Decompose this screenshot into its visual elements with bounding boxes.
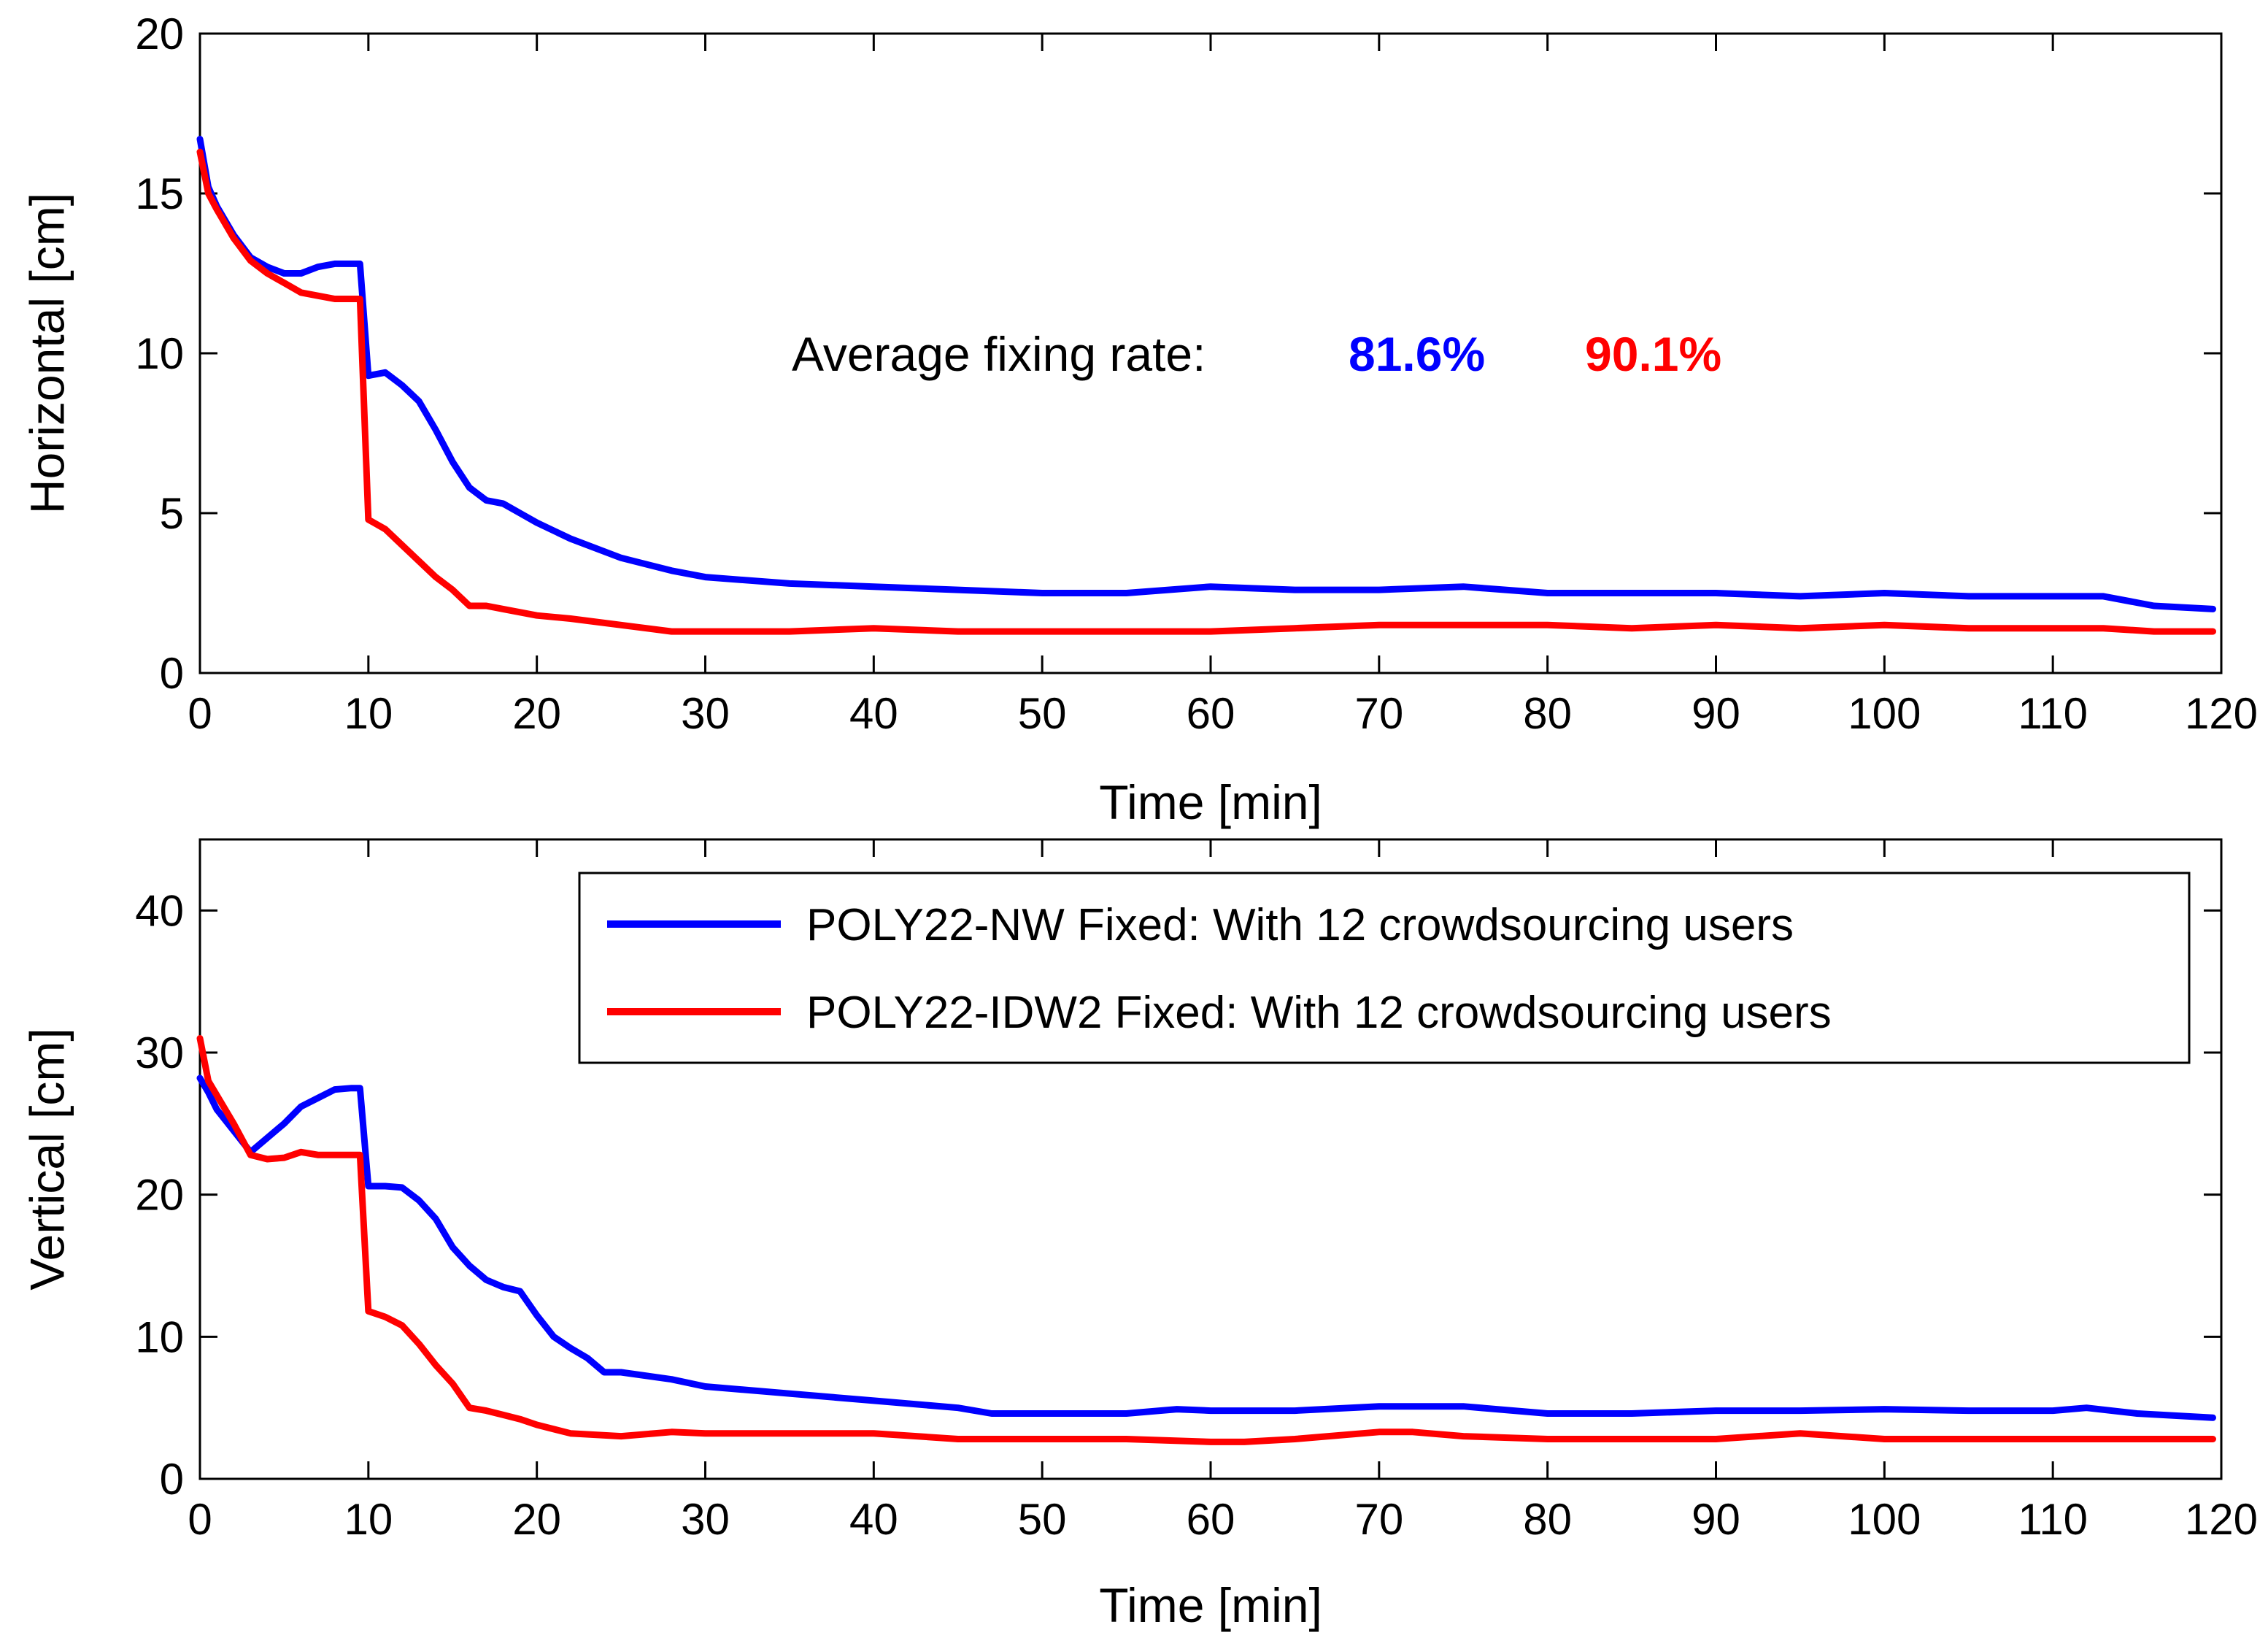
vertical-series-nw — [196, 1074, 2216, 1421]
legend: POLY22-NW Fixed: With 12 crowdsourcing u… — [578, 872, 2191, 1064]
horizontal-y-tick-label: 10 — [135, 329, 184, 378]
horizontal-x-tick-label: 80 — [1523, 689, 1572, 738]
horizontal-x-tick-label: 70 — [1354, 689, 1403, 738]
horizontal-x-tick-label: 40 — [849, 689, 898, 738]
horizontal-y-tick-label: 20 — [135, 9, 184, 58]
vertical-x-tick-label: 90 — [1692, 1495, 1740, 1544]
vertical-x-tick-label: 100 — [1848, 1495, 1921, 1544]
vertical-y-tick-label: 30 — [135, 1028, 184, 1077]
vertical-y-tick-label: 40 — [135, 886, 184, 935]
horizontal-y-axis-label: Horizontal [cm] — [20, 193, 74, 514]
horizontal-x-tick-label: 20 — [512, 689, 561, 738]
vertical-x-tick-label: 30 — [681, 1495, 730, 1544]
horizontal-x-tick-label: 50 — [1018, 689, 1067, 738]
average-fixing-rate-label: Average fixing rate: — [792, 327, 1206, 381]
horizontal-series-idw2 — [196, 148, 2216, 635]
horizontal-x-axis-label: Time [min] — [1099, 775, 1322, 829]
vertical-series — [196, 1035, 2216, 1445]
vertical-x-tick-label: 60 — [1187, 1495, 1235, 1544]
legend-label-idw2: POLY22-IDW2 Fixed: With 12 crowdsourcing… — [806, 988, 1832, 1038]
legend-label-nw: POLY22-NW Fixed: With 12 crowdsourcing u… — [806, 900, 1794, 950]
horizontal-x-tick-label: 120 — [2185, 689, 2258, 738]
horizontal-x-tick-label: 30 — [681, 689, 730, 738]
horizontal-x-tick-label: 100 — [1848, 689, 1921, 738]
horizontal-y-tick-label: 15 — [135, 169, 184, 218]
vertical-y-tick-label: 10 — [135, 1312, 184, 1361]
vertical-y-axis-label: Vertical [cm] — [20, 1028, 74, 1290]
vertical-y-tick-label: 0 — [160, 1455, 184, 1504]
horizontal-x-tick-label: 60 — [1187, 689, 1235, 738]
vertical-error-panel: 0 10 20 30 40 50 60 70 80 90 100 110 120 0 10 20 30 40 Ti… — [20, 838, 2258, 1632]
horizontal-x-tick-label: 110 — [2018, 689, 2088, 738]
vertical-x-tick-label: 10 — [344, 1495, 393, 1544]
average-fixing-rate-nw: 81.6% — [1349, 327, 1485, 381]
vertical-y-tick-label: 20 — [135, 1171, 184, 1220]
vertical-x-axis-label: Time [min] — [1099, 1578, 1322, 1632]
vertical-x-tick-label: 40 — [849, 1495, 898, 1544]
vertical-x-tick-label: 110 — [2018, 1495, 2088, 1544]
vertical-x-tick-label: 0 — [188, 1495, 212, 1544]
vertical-x-tick-label: 120 — [2185, 1495, 2258, 1544]
horizontal-x-tick-label: 10 — [344, 689, 393, 738]
vertical-x-tick-label: 70 — [1354, 1495, 1403, 1544]
horizontal-x-tick-label: 0 — [188, 689, 212, 738]
vertical-axis-ticks: 0 10 20 30 40 50 60 70 80 90 100 110 120 0 10 20 30 40 — [135, 839, 2258, 1544]
vertical-x-tick-label: 80 — [1523, 1495, 1572, 1544]
horizontal-x-tick-label: 90 — [1692, 689, 1740, 738]
horizontal-series — [196, 136, 2216, 635]
horizontal-error-panel: 0 10 20 30 40 50 60 70 80 90 100 110 120 0 5 10 15 20 Tim… — [20, 9, 2258, 829]
vertical-x-tick-label: 50 — [1018, 1495, 1067, 1544]
horizontal-axis-ticks: 0 10 20 30 40 50 60 70 80 90 100 110 120 0 5 10 15 20 — [135, 9, 2258, 738]
horizontal-y-tick-label: 5 — [160, 489, 184, 538]
legend-box — [578, 872, 2191, 1064]
horizontal-y-tick-label: 0 — [160, 649, 184, 698]
horizontal-series-nw — [196, 136, 2216, 612]
vertical-x-tick-label: 20 — [512, 1495, 561, 1544]
average-fixing-rate-idw2: 90.1% — [1585, 327, 1721, 381]
vertical-series-idw2 — [196, 1035, 2216, 1445]
